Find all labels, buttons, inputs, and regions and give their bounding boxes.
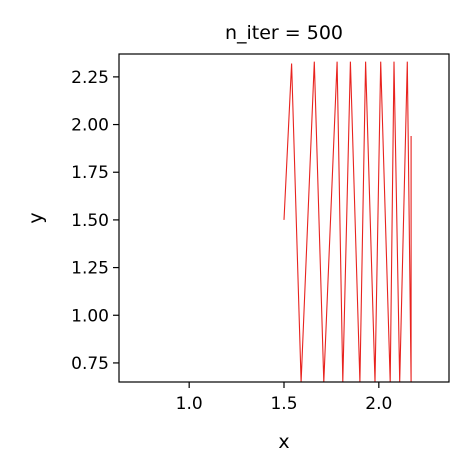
y-tick-label: 2.25 bbox=[71, 68, 109, 88]
chart-title: n_iter = 500 bbox=[225, 22, 343, 44]
series-line-0 bbox=[283, 61, 412, 383]
x-axis-label: x bbox=[278, 431, 289, 453]
y-tick-label: 1.25 bbox=[71, 259, 109, 279]
x-tick-label: 1.0 bbox=[176, 394, 203, 414]
plot-area bbox=[118, 53, 450, 383]
y-tick-label: 1.50 bbox=[71, 211, 109, 231]
x-tick-label: 1.5 bbox=[270, 394, 297, 414]
x-tick-label: 2.0 bbox=[365, 394, 392, 414]
y-axis: 0.75 1.00 1.25 1.50 1.75 2.00 2.25 bbox=[71, 68, 119, 374]
x-axis: 1.0 1.5 2.0 bbox=[176, 382, 392, 414]
y-tick-label: 1.00 bbox=[71, 306, 109, 326]
y-tick-label: 0.75 bbox=[71, 354, 109, 374]
y-tick-label: 1.75 bbox=[71, 163, 109, 183]
y-tick-label: 2.00 bbox=[71, 116, 109, 136]
y-axis-label: y bbox=[25, 212, 47, 223]
